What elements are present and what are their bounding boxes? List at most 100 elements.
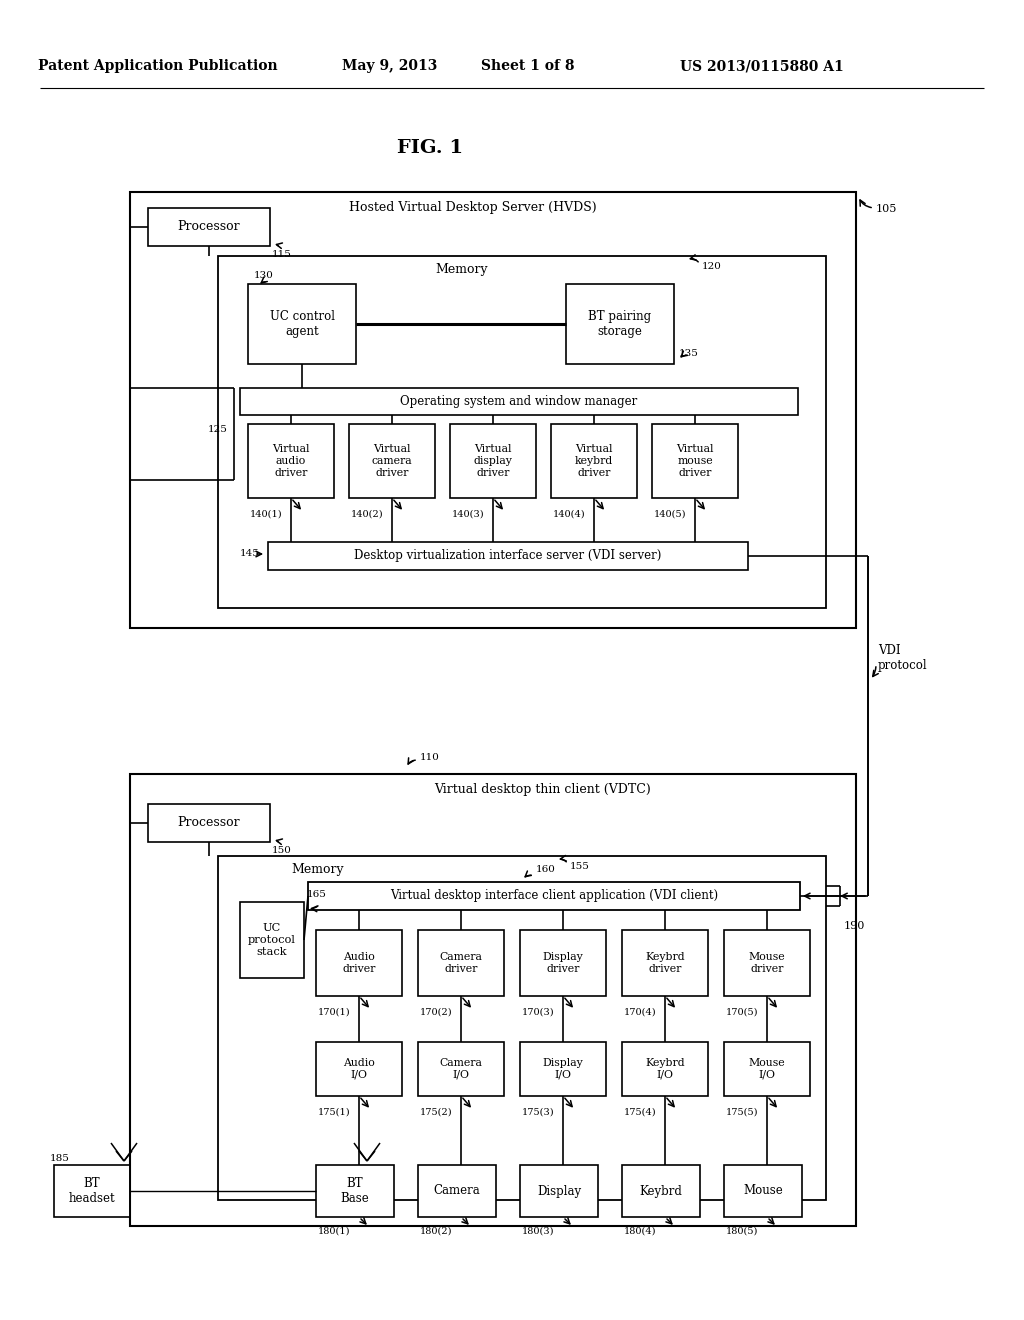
Bar <box>148 209 270 246</box>
Text: Keybrd: Keybrd <box>640 1184 682 1197</box>
Text: BT pairing
storage: BT pairing storage <box>589 310 651 338</box>
Bar <box>240 388 798 414</box>
Bar <box>248 284 356 364</box>
Bar <box>566 284 674 364</box>
Bar <box>316 931 402 997</box>
Text: Memory: Memory <box>435 264 488 276</box>
Text: Mouse
driver: Mouse driver <box>749 952 785 974</box>
Text: Desktop virtualization interface server (VDI server): Desktop virtualization interface server … <box>354 549 662 562</box>
Text: Display: Display <box>537 1184 581 1197</box>
Text: 180(2): 180(2) <box>420 1228 453 1236</box>
Text: Audio
I/O: Audio I/O <box>343 1059 375 1080</box>
Text: May 9, 2013: May 9, 2013 <box>342 59 437 73</box>
Text: Display
I/O: Display I/O <box>543 1059 584 1080</box>
Text: 170(1): 170(1) <box>318 1007 350 1016</box>
Bar <box>316 1166 394 1217</box>
Text: 150: 150 <box>272 846 292 855</box>
Bar <box>148 804 270 842</box>
Text: 140(2): 140(2) <box>351 510 384 519</box>
Text: VDI
protocol: VDI protocol <box>878 644 928 672</box>
Text: 130: 130 <box>254 271 273 280</box>
Text: 120: 120 <box>702 261 722 271</box>
Bar <box>551 424 637 498</box>
Text: 165: 165 <box>307 890 327 899</box>
Text: 190: 190 <box>844 921 865 931</box>
Bar <box>54 1166 130 1217</box>
Bar <box>450 424 536 498</box>
Bar <box>520 1041 606 1096</box>
Bar <box>520 931 606 997</box>
Bar <box>418 931 504 997</box>
Text: BT
Base: BT Base <box>341 1177 370 1205</box>
Text: 160: 160 <box>536 865 556 874</box>
Text: 175(5): 175(5) <box>726 1107 759 1117</box>
Text: Virtual desktop interface client application (VDI client): Virtual desktop interface client applica… <box>390 890 718 903</box>
Text: 140(3): 140(3) <box>452 510 484 519</box>
Text: 170(4): 170(4) <box>624 1007 656 1016</box>
Text: Audio
driver: Audio driver <box>342 952 376 974</box>
Bar <box>308 882 800 909</box>
Text: BT
headset: BT headset <box>69 1177 116 1205</box>
Bar <box>724 931 810 997</box>
Text: Camera
driver: Camera driver <box>439 952 482 974</box>
Text: 140(5): 140(5) <box>654 510 686 519</box>
Text: 145: 145 <box>240 549 260 558</box>
Text: 125: 125 <box>208 425 228 434</box>
Bar <box>240 902 304 978</box>
Text: 170(3): 170(3) <box>522 1007 555 1016</box>
Bar <box>349 424 435 498</box>
Text: Display
driver: Display driver <box>543 952 584 974</box>
Text: Keybrd
I/O: Keybrd I/O <box>645 1059 685 1080</box>
Bar <box>622 1166 700 1217</box>
Bar <box>218 855 826 1200</box>
Text: Virtual
audio
driver: Virtual audio driver <box>272 445 309 478</box>
Text: 170(5): 170(5) <box>726 1007 759 1016</box>
Text: Virtual
mouse
driver: Virtual mouse driver <box>676 445 714 478</box>
Bar <box>520 1166 598 1217</box>
Text: 105: 105 <box>876 205 897 214</box>
Bar <box>316 1041 402 1096</box>
Text: 140(1): 140(1) <box>250 510 283 519</box>
Bar <box>652 424 738 498</box>
Text: 175(1): 175(1) <box>318 1107 350 1117</box>
Text: 135: 135 <box>679 350 698 359</box>
Text: Virtual
keybrd
driver: Virtual keybrd driver <box>574 445 613 478</box>
Text: 170(2): 170(2) <box>420 1007 453 1016</box>
Bar <box>622 931 708 997</box>
Bar <box>268 543 748 570</box>
Text: UC
protocol
stack: UC protocol stack <box>248 924 296 957</box>
Bar <box>622 1041 708 1096</box>
Text: Operating system and window manager: Operating system and window manager <box>400 395 638 408</box>
Text: 140(4): 140(4) <box>553 510 586 519</box>
Text: 175(2): 175(2) <box>420 1107 453 1117</box>
Text: UC control
agent: UC control agent <box>269 310 335 338</box>
Text: 180(1): 180(1) <box>318 1228 350 1236</box>
Text: 115: 115 <box>272 249 292 259</box>
Text: US 2013/0115880 A1: US 2013/0115880 A1 <box>680 59 844 73</box>
Text: Camera: Camera <box>433 1184 480 1197</box>
Text: 110: 110 <box>420 754 440 763</box>
Text: Hosted Virtual Desktop Server (HVDS): Hosted Virtual Desktop Server (HVDS) <box>349 202 597 214</box>
Text: Processor: Processor <box>178 220 241 234</box>
Text: Patent Application Publication: Patent Application Publication <box>38 59 278 73</box>
Bar <box>418 1166 496 1217</box>
Bar <box>248 424 334 498</box>
Bar <box>130 774 856 1226</box>
Text: 180(5): 180(5) <box>726 1228 759 1236</box>
Text: 155: 155 <box>570 862 590 871</box>
Bar <box>418 1041 504 1096</box>
Text: Virtual
camera
driver: Virtual camera driver <box>372 445 413 478</box>
Text: 185: 185 <box>50 1154 70 1163</box>
Text: Processor: Processor <box>178 817 241 829</box>
Bar <box>724 1041 810 1096</box>
Text: FIG. 1: FIG. 1 <box>397 139 463 157</box>
Bar <box>724 1166 802 1217</box>
Text: Camera
I/O: Camera I/O <box>439 1059 482 1080</box>
Bar <box>218 256 826 609</box>
Text: Mouse: Mouse <box>743 1184 783 1197</box>
Text: 180(3): 180(3) <box>522 1228 555 1236</box>
Text: 180(4): 180(4) <box>624 1228 656 1236</box>
Text: 175(3): 175(3) <box>522 1107 555 1117</box>
Text: Memory: Memory <box>292 863 344 876</box>
Text: Keybrd
driver: Keybrd driver <box>645 952 685 974</box>
